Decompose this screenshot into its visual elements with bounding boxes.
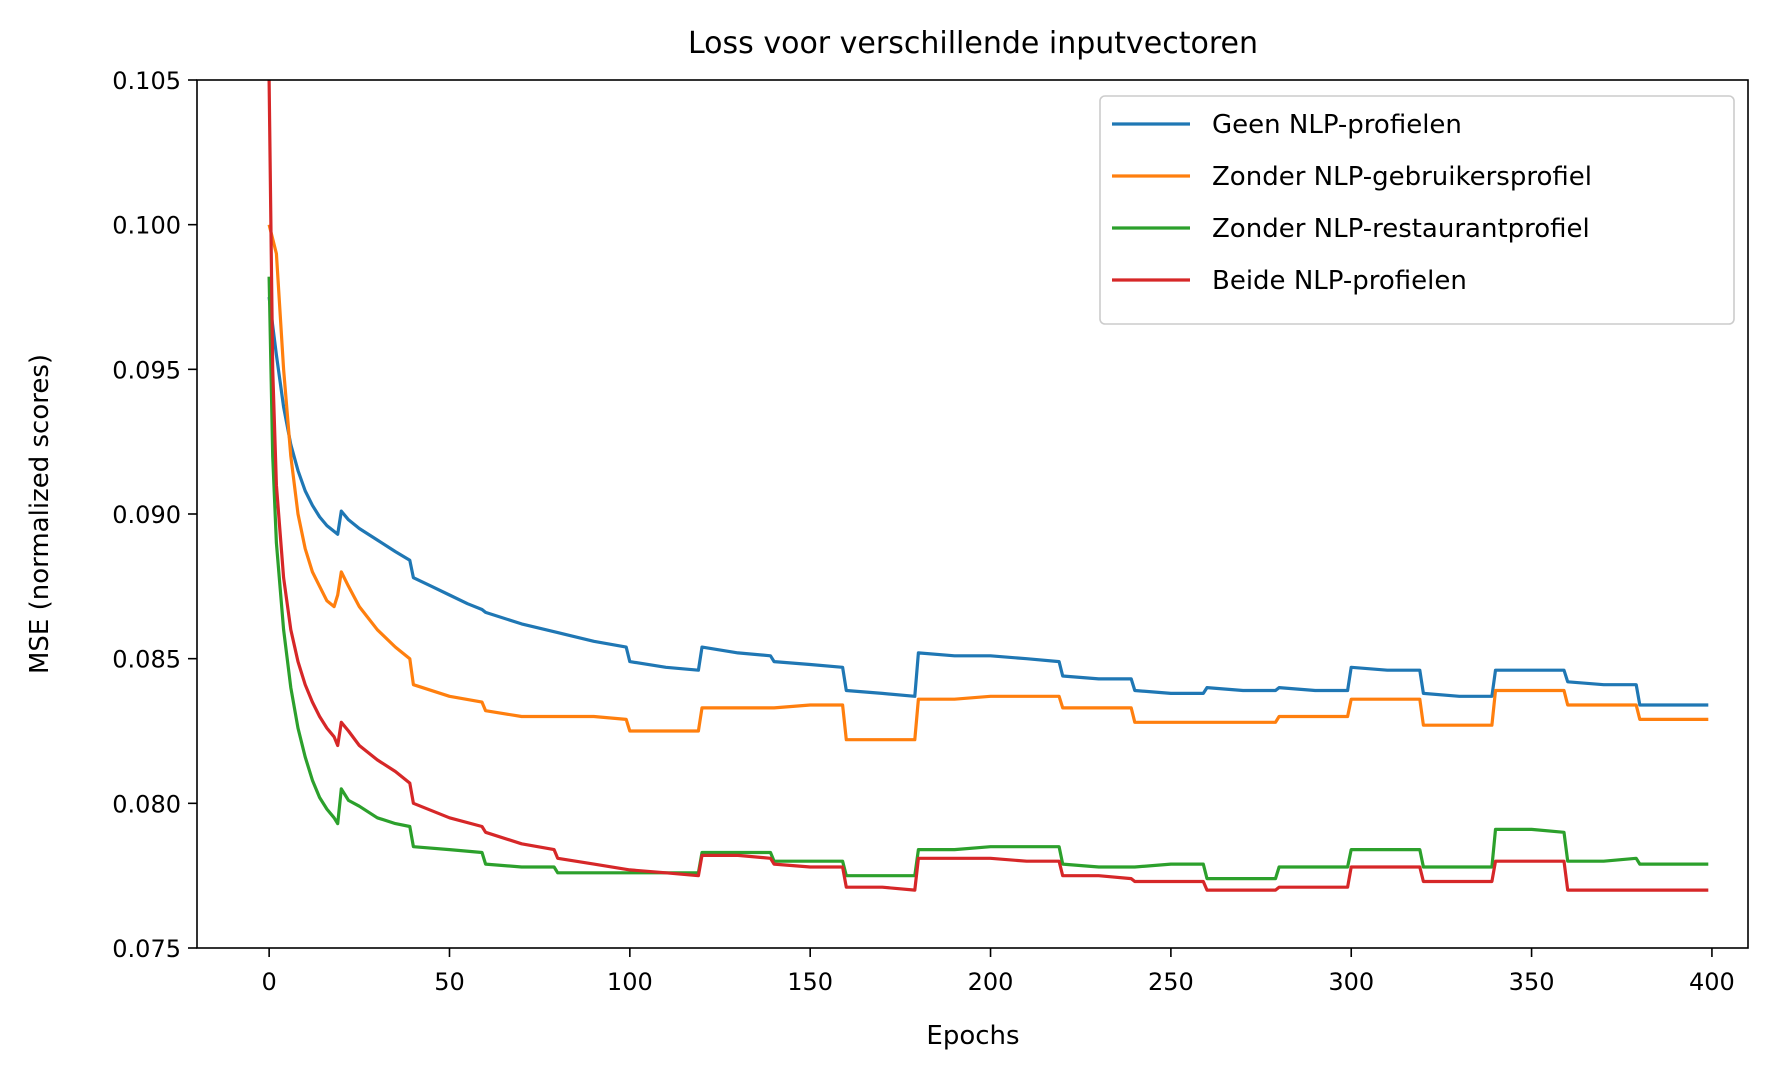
x-tick-label: 0 bbox=[261, 968, 276, 996]
x-axis-label: Epochs bbox=[926, 1021, 1019, 1051]
legend-entry-label: Zonder NLP-restaurantprofiel bbox=[1212, 214, 1590, 244]
x-tick-label: 400 bbox=[1689, 968, 1735, 996]
series-line-1 bbox=[267, 296, 1709, 707]
x-tick-label: 250 bbox=[1148, 968, 1194, 996]
x-tick-label: 100 bbox=[607, 968, 653, 996]
y-axis-label: MSE (normalized scores) bbox=[25, 354, 55, 674]
legend-entry-label: Geen NLP-profielen bbox=[1212, 110, 1462, 140]
legend: Geen NLP-profielen Zonder NLP-gebruikersp… bbox=[1099, 95, 1735, 325]
plot-lines bbox=[267, 79, 1709, 892]
legend-entry-label: Beide NLP-profielen bbox=[1212, 266, 1467, 296]
y-tick-label: 0.085 bbox=[112, 646, 181, 674]
chart-title: Loss voor verschillende inputvectoren bbox=[688, 26, 1258, 61]
x-tick-label: 150 bbox=[787, 968, 833, 996]
x-tick-label: 300 bbox=[1328, 968, 1374, 996]
y-axis-ticks: 0.075 0.080 0.085 0.090 0.095 0.100 0.105 bbox=[112, 67, 197, 963]
x-tick-label: 350 bbox=[1509, 968, 1555, 996]
series-line-4 bbox=[267, 79, 1709, 892]
series-line-2 bbox=[267, 224, 1709, 742]
x-tick-label: 200 bbox=[968, 968, 1014, 996]
x-axis-ticks: 0 50 100 150 200 250 300 350 400 bbox=[261, 948, 1735, 996]
y-tick-label: 0.100 bbox=[112, 212, 181, 240]
legend-entry-label: Zonder NLP-gebruikersprofiel bbox=[1212, 162, 1592, 192]
y-tick-label: 0.090 bbox=[112, 501, 181, 529]
y-tick-label: 0.080 bbox=[112, 790, 181, 818]
y-tick-label: 0.095 bbox=[112, 356, 181, 384]
legend-box bbox=[1099, 95, 1735, 325]
series-line-3 bbox=[267, 276, 1709, 881]
x-tick-label: 50 bbox=[434, 968, 465, 996]
y-tick-label: 0.105 bbox=[112, 67, 181, 95]
y-tick-label: 0.075 bbox=[112, 935, 181, 963]
